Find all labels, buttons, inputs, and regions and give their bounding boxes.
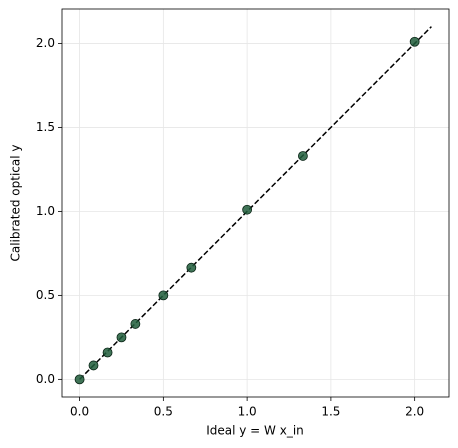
x-tick-label: 2.0: [405, 405, 424, 419]
x-tick-label: 1.5: [321, 405, 340, 419]
x-tick-label: 0.0: [70, 405, 89, 419]
x-tick-label: 1.0: [238, 405, 257, 419]
y-tick-label: 1.5: [36, 120, 55, 134]
plot-frame: [61, 8, 450, 398]
data-point: [158, 290, 169, 301]
data-point: [186, 262, 197, 273]
y-tick-label: 2.0: [36, 36, 55, 50]
data-point: [74, 374, 85, 385]
data-point: [298, 151, 308, 161]
data-point: [88, 360, 99, 371]
data-point: [409, 36, 420, 47]
y-axis-label: Calibrated optical y: [9, 144, 23, 261]
x-axis-label: Ideal y = W x_in: [206, 424, 304, 438]
y-tick-label: 0.5: [36, 288, 55, 302]
data-point: [130, 319, 141, 329]
x-tick-label: 0.5: [154, 405, 173, 419]
data-point: [242, 204, 253, 215]
data-point: [116, 332, 127, 343]
y-tick-label: 0.0: [36, 372, 55, 386]
data-point: [102, 347, 113, 358]
y-tick-label: 1.0: [36, 204, 55, 218]
